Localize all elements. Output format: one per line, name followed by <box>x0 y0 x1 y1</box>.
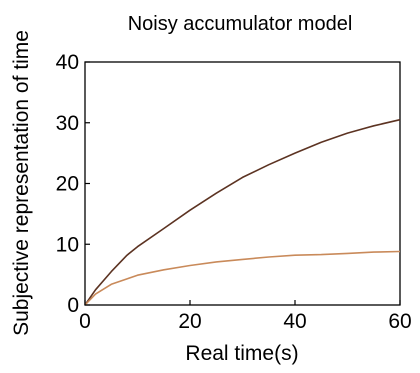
y-tick-label: 40 <box>56 51 79 74</box>
x-axis-label: Real time(s) <box>185 342 298 365</box>
y-tick-label: 0 <box>67 294 79 317</box>
y-axis-label: Subjective representation of time <box>10 30 33 336</box>
x-tick-label: 40 <box>283 310 306 333</box>
x-tick-label: 20 <box>178 310 201 333</box>
plot-frame <box>84 61 401 306</box>
x-tick-label: 60 <box>388 310 411 333</box>
series-layer <box>84 118 401 306</box>
series-line-2 <box>84 250 401 306</box>
series-line-1 <box>84 118 401 306</box>
y-axis: 0 10 20 30 40 <box>56 51 90 317</box>
y-tick-label: 10 <box>56 233 79 256</box>
chart-title: Noisy accumulator model <box>128 13 353 35</box>
x-axis: 0 20 40 60 <box>79 300 412 333</box>
axes-box <box>84 61 401 306</box>
y-tick-label: 30 <box>56 112 79 135</box>
y-tick-label: 20 <box>56 173 79 196</box>
x-tick-label: 0 <box>79 310 91 333</box>
